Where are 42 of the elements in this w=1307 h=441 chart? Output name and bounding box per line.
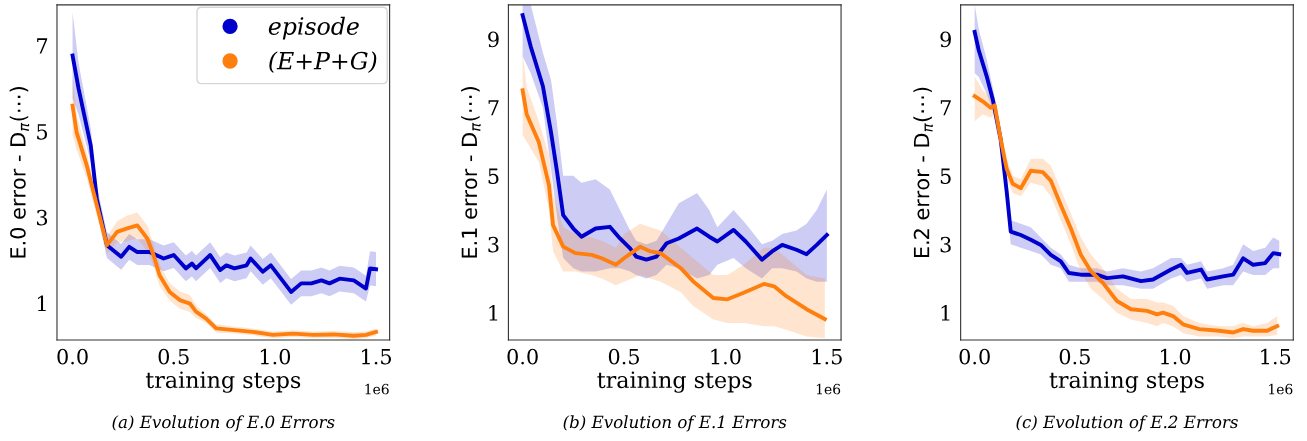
x-axis-title: training steps [145,371,301,393]
y-tick-label: 3 [488,236,499,253]
x-axis-title: training steps [597,371,752,393]
legend-label: episode [268,16,359,40]
x-tick-label: 0.0 [507,348,538,365]
line-series [70,53,379,294]
x-tick-label: 0.5 [608,348,639,365]
x-tick-label: 0.5 [158,348,189,365]
legend-label: (E+P+G) [269,51,377,73]
y-tick-label: 3 [36,209,48,226]
y-tick-label: 5 [37,124,48,140]
x-tick-label: 0.5 [1059,348,1090,365]
text: 1e6 [1269,383,1293,395]
x-tick-label: 0.0 [57,348,88,365]
y-axis-title: E.0 error - D$_{π}$(⋯) [9,87,30,258]
y-axis-title: E.2 error - D$_{π}$(⋯) [913,87,933,258]
y-tick-label: 7 [940,100,951,116]
x-axis-title: training steps [1049,371,1204,393]
text: 1e6 [816,383,841,395]
text: (c) Evolution of E.2 Errors [1016,415,1238,432]
y-tick-label: 1 [941,305,950,321]
text: (a) Evolution of E.0 Errors [112,415,335,432]
y-axis-title: E.1 error - D$_{π}$(⋯) [461,87,481,258]
y-tick-label: 9 [940,31,951,48]
y-tick-label: 7 [37,38,48,54]
text: 1e6 [365,383,389,395]
x-tick-label: 1.5 [1261,348,1291,365]
x-tick-label: 0.0 [959,348,990,365]
y-tick-label: 3 [940,236,951,253]
y-tick-label: 5 [940,168,951,185]
x-tick-label: 1.0 [711,348,741,365]
y-tick-label: 7 [488,100,499,116]
y-tick-label: 5 [488,168,499,185]
y-tick-label: 9 [488,31,499,48]
y-tick-label: 1 [37,295,46,312]
text: (b) Evolution of E.1 Errors [563,415,787,432]
x-tick-label: 1.0 [260,348,291,365]
x-tick-label: 1.0 [1161,348,1191,365]
line-series [520,88,827,322]
y-tick-label: 1 [489,305,498,321]
x-tick-label: 1.5 [812,348,842,365]
x-tick-label: 1.5 [362,348,392,365]
